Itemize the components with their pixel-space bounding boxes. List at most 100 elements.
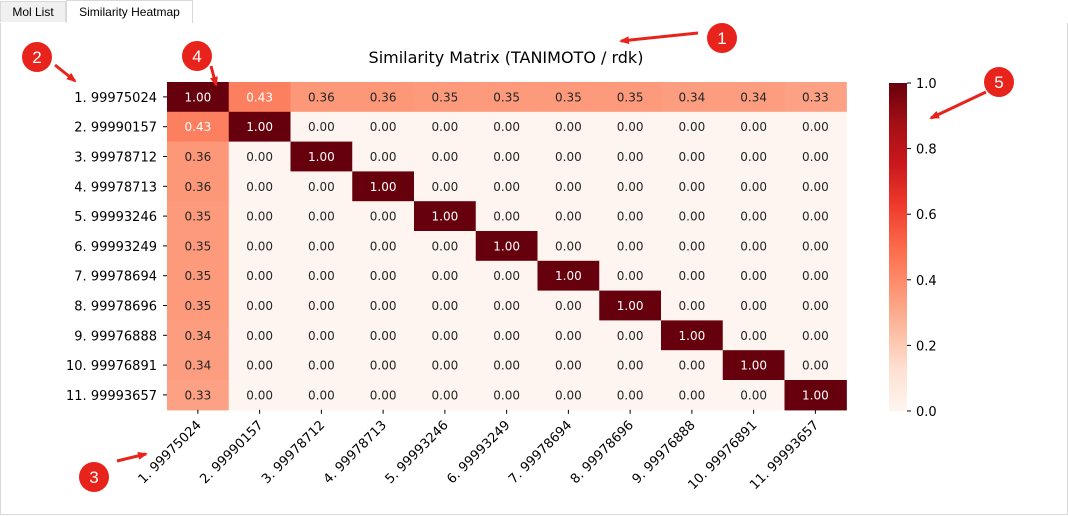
cell-value-label: 0.00	[802, 269, 829, 283]
cell-value-label: 0.35	[185, 269, 212, 283]
colorbar-gradient	[889, 83, 907, 411]
column-label: 4. 99978713	[321, 418, 390, 487]
annotation-number: 1	[717, 29, 726, 48]
colorbar-tick-label: 0.4	[916, 274, 937, 289]
heatmap-cell	[352, 82, 415, 113]
cell-value-label: 0.34	[679, 90, 706, 104]
cell-value-label: 0.00	[740, 299, 767, 313]
heatmap-cell	[475, 82, 539, 113]
heatmap-cell	[599, 141, 662, 172]
heatmap-cell	[475, 171, 539, 202]
heatmap-cell	[475, 380, 539, 411]
heatmap-cell	[722, 171, 786, 202]
cell-value-label: 0.00	[617, 210, 644, 224]
heatmap-cell	[784, 260, 847, 292]
heatmap-cell	[722, 290, 786, 321]
cell-value-label: 1.00	[370, 180, 397, 194]
cell-value-label: 0.00	[679, 239, 706, 253]
cell-value-label: 0.00	[493, 210, 520, 224]
heatmap-cell	[537, 201, 600, 232]
row-label: 6. 99993249	[74, 240, 157, 255]
heatmap-cell	[537, 320, 600, 351]
cell-value-label: 0.00	[370, 388, 397, 402]
cell-value-label: 0.00	[246, 239, 273, 253]
cell-value-label: 0.43	[185, 120, 212, 134]
row-label: 3. 99978712	[74, 151, 157, 166]
annotation-arrow	[116, 451, 148, 463]
annotation-marker	[79, 462, 109, 492]
cell-value-label: 0.33	[185, 388, 212, 402]
tab-mol-list[interactable]: Mol List	[0, 1, 66, 22]
heatmap-cell	[414, 82, 477, 113]
heatmap-value-labels: 1.00 0.43 0.36 0.36 0.35 0.35 0.35 0.35 0.34 0.34…	[185, 90, 829, 402]
heatmap-cells	[167, 82, 847, 411]
column-label: 5. 99993246	[383, 418, 452, 487]
heatmap-cell	[537, 290, 600, 321]
colorbar-tick-label: 0.2	[916, 339, 937, 354]
cell-value-label: 0.00	[246, 329, 273, 343]
heatmap-cell	[537, 111, 600, 143]
cell-value-label: 0.00	[679, 388, 706, 402]
cell-value-label: 0.36	[185, 180, 212, 194]
heatmap-cell	[784, 380, 847, 411]
heatmap-cell	[228, 350, 292, 381]
cell-value-label: 0.00	[617, 388, 644, 402]
heatmap-cell	[290, 171, 353, 202]
cell-value-label: 1.00	[802, 388, 829, 402]
cell-value-label: 0.00	[555, 120, 582, 134]
cell-value-label: 0.00	[617, 359, 644, 373]
row-label: 10. 99976891	[66, 359, 157, 374]
cell-value-label: 0.00	[802, 329, 829, 343]
cell-value-label: 0.00	[432, 269, 459, 283]
row-label: 4. 99978713	[74, 180, 157, 195]
cell-value-label: 0.00	[432, 388, 459, 402]
colorbar-tick-label: 0.6	[916, 208, 937, 223]
heatmap-cell	[722, 201, 786, 232]
row-label: 9. 99976888	[74, 329, 157, 344]
tab-similarity-heatmap[interactable]: Similarity Heatmap	[66, 0, 193, 24]
cell-value-label: 0.00	[740, 210, 767, 224]
heatmap-cell	[352, 231, 415, 262]
cell-value-label: 0.00	[493, 150, 520, 164]
row-label: 7. 99978694	[74, 270, 157, 285]
heatmap-cell	[722, 141, 786, 172]
cell-value-label: 0.00	[679, 299, 706, 313]
heatmap-cell	[784, 201, 847, 232]
heatmap-cell	[475, 141, 539, 172]
chart-title: Similarity Matrix (TANIMOTO / rdk)	[369, 48, 644, 67]
row-label: 1. 99975024	[74, 91, 157, 106]
cell-value-label: 0.00	[493, 388, 520, 402]
heatmap-cell	[414, 260, 477, 292]
cell-value-label: 0.00	[370, 269, 397, 283]
heatmap-cell	[352, 290, 415, 321]
cell-value-label: 0.36	[185, 150, 212, 164]
heatmap-cell	[290, 82, 353, 113]
heatmap-cell	[352, 350, 415, 381]
heatmap-cell	[475, 260, 539, 292]
cell-value-label: 1.00	[308, 150, 335, 164]
cell-value-label: 0.00	[370, 210, 397, 224]
cell-value-label: 0.00	[308, 269, 335, 283]
cell-value-label: 0.00	[432, 299, 459, 313]
cell-value-label: 0.00	[679, 269, 706, 283]
heatmap-cell	[475, 290, 539, 321]
heatmap-cell	[167, 171, 230, 202]
cell-value-label: 1.00	[185, 90, 212, 104]
annotation-arrow	[54, 63, 77, 83]
cell-value-label: 0.00	[308, 180, 335, 194]
cell-value-label: 0.00	[555, 180, 582, 194]
cell-value-label: 0.00	[308, 210, 335, 224]
cell-value-label: 0.00	[617, 269, 644, 283]
cell-value-label: 0.00	[802, 239, 829, 253]
cell-value-label: 0.00	[555, 388, 582, 402]
cell-value-label: 0.00	[740, 180, 767, 194]
heatmap-cell	[599, 380, 662, 411]
cell-value-label: 0.36	[308, 90, 335, 104]
annotation-arrow	[209, 65, 218, 87]
cell-value-label: 1.00	[555, 269, 582, 283]
tab-bar: Mol List Similarity Heatmap	[0, 0, 1068, 24]
heatmap-cell	[228, 380, 292, 411]
cell-value-label: 0.00	[493, 359, 520, 373]
heatmap-cell	[784, 141, 847, 172]
cell-value-label: 0.00	[246, 210, 273, 224]
